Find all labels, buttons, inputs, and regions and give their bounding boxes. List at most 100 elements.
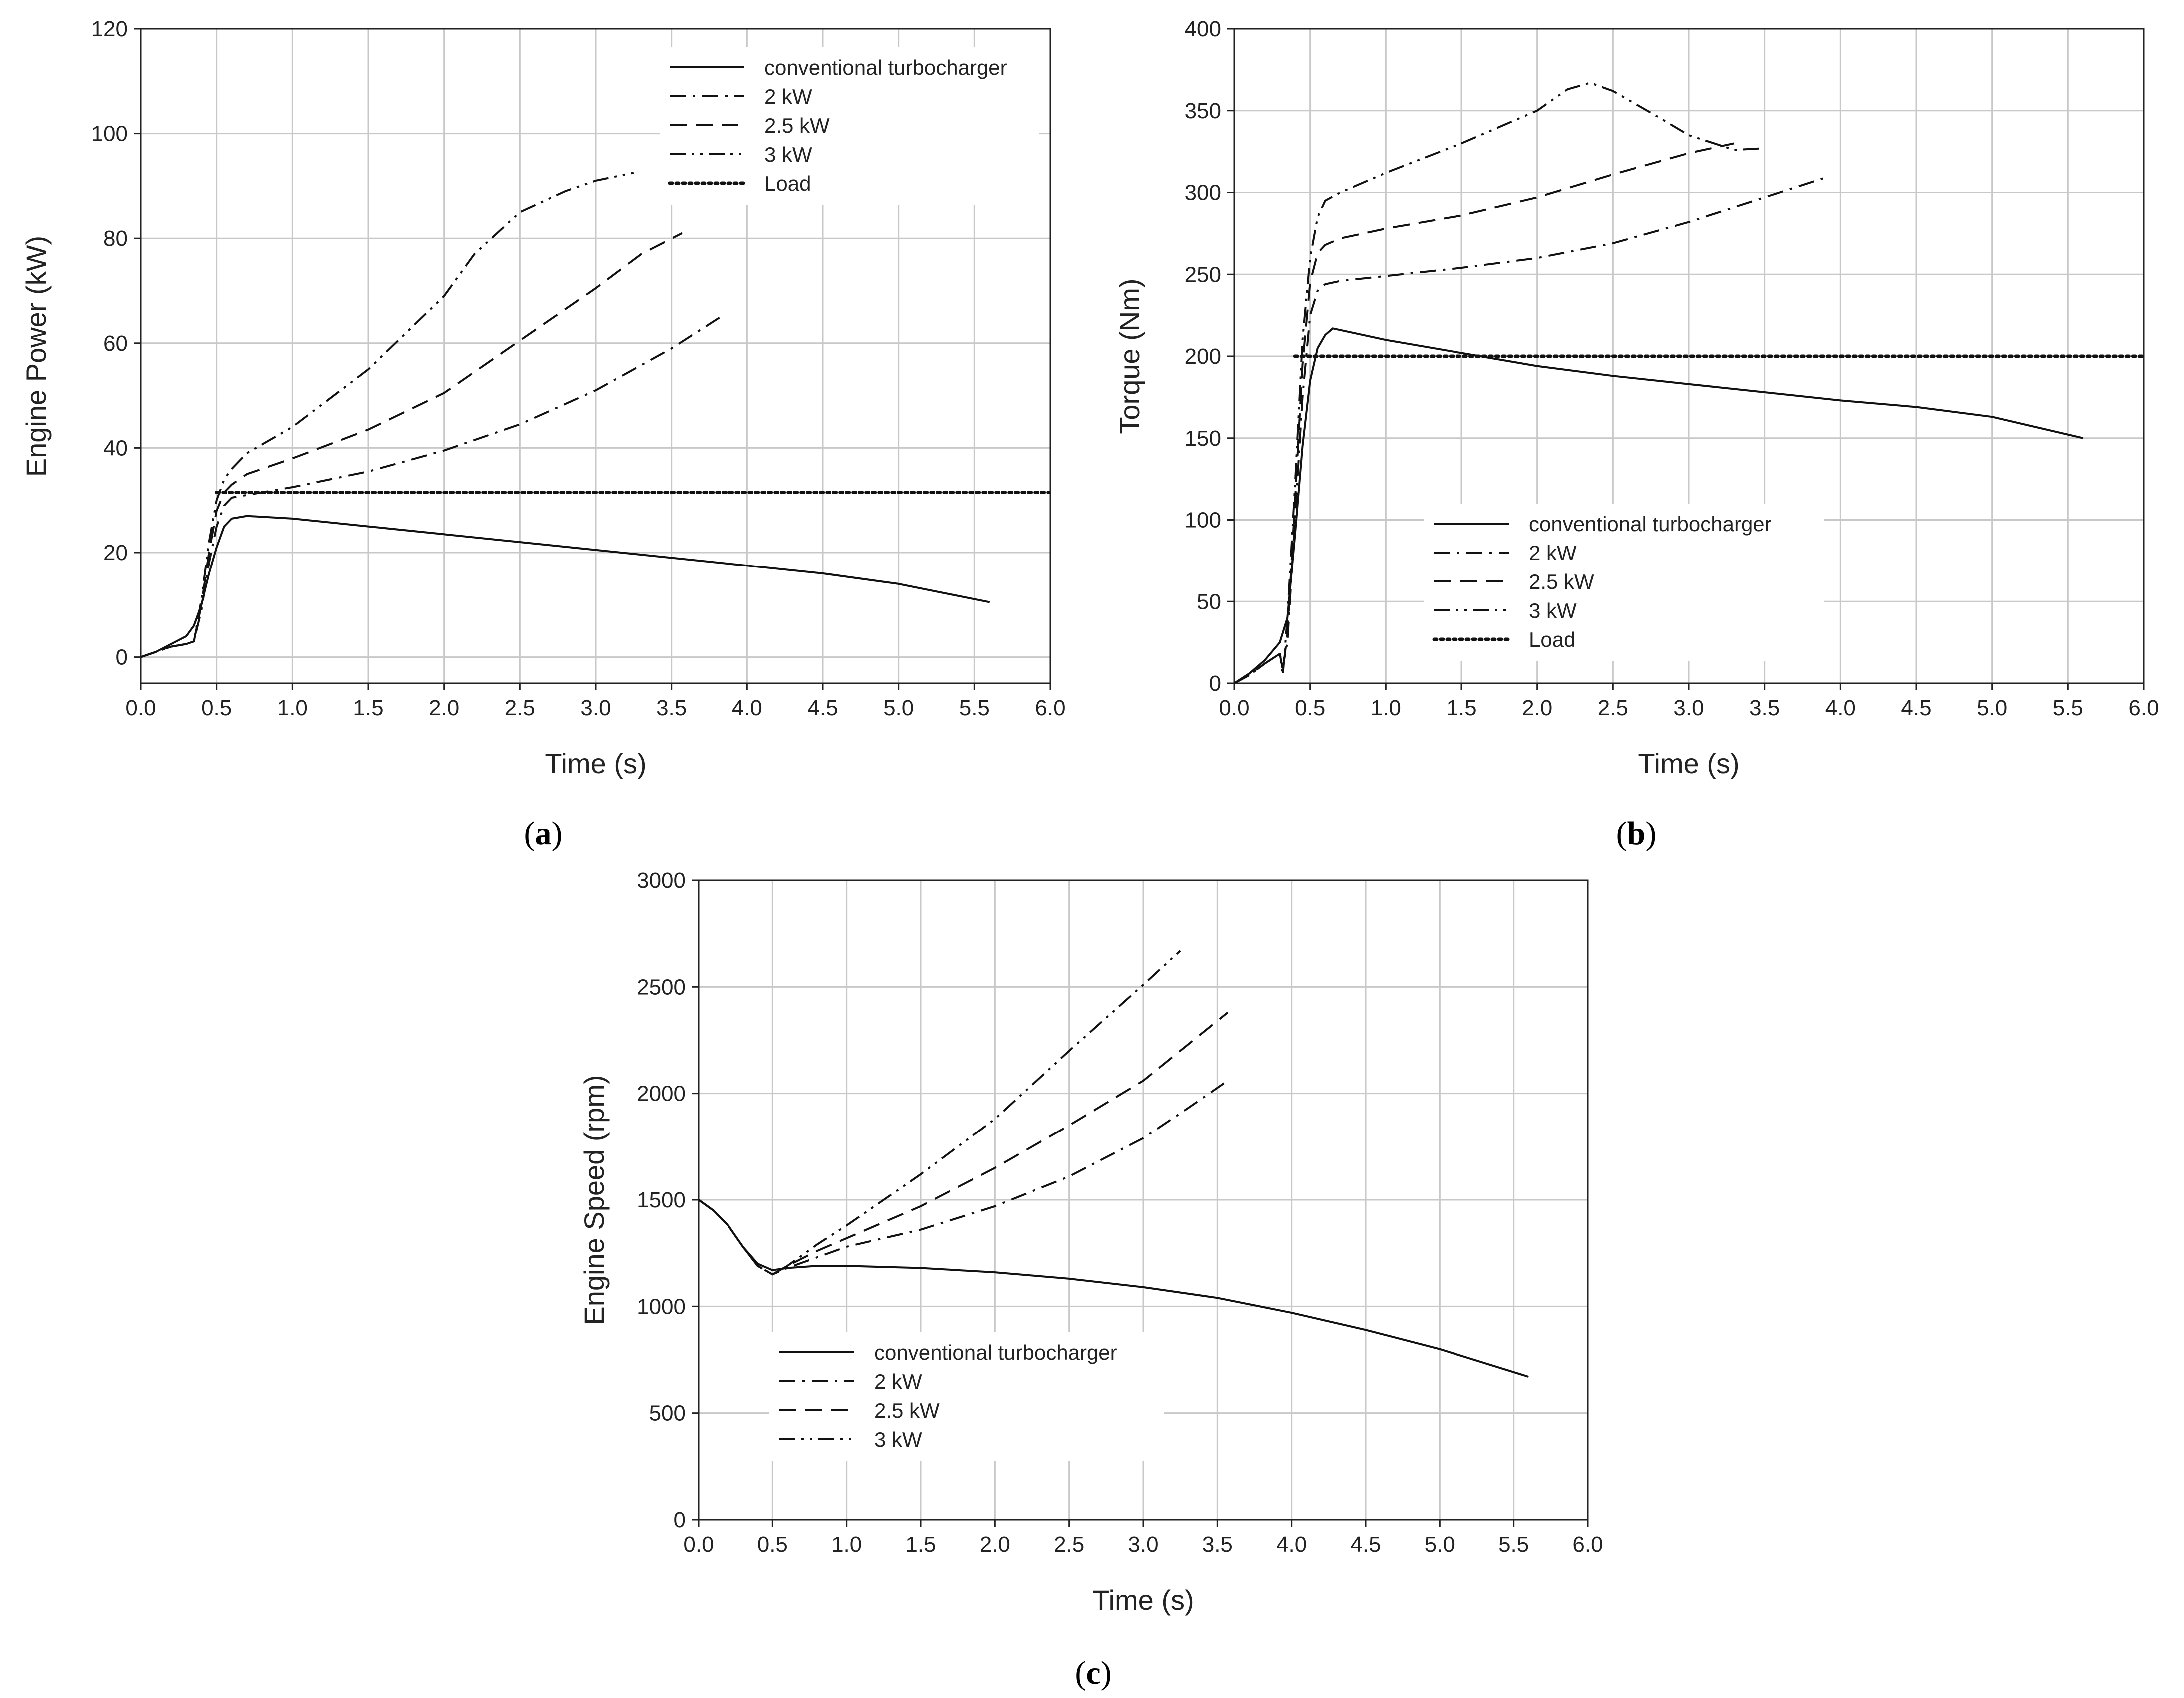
x-tick-label: 5.5	[2053, 696, 2083, 720]
series-line-3-kw	[141, 172, 634, 658]
x-tick-label: 2.0	[980, 1532, 1010, 1557]
series-group	[141, 172, 1050, 658]
x-tick-label: 0.0	[1219, 696, 1249, 720]
y-tick-label: 100	[1185, 508, 1221, 533]
y-axis-title: Engine Speed (rpm)	[578, 1075, 610, 1325]
y-tick-label: 150	[1185, 426, 1221, 451]
x-tick-label: 3.5	[656, 696, 687, 720]
legend-label: 2 kW	[1529, 541, 1577, 565]
x-tick-label: 5.0	[1977, 696, 2007, 720]
x-tick-label: 3.0	[580, 696, 611, 720]
y-tick-label: 350	[1185, 99, 1221, 123]
x-tick-label: 2.5	[505, 696, 535, 720]
series-group	[1234, 82, 2144, 683]
legend-label: 3 kW	[1529, 599, 1577, 622]
legend-label: 2.5 kW	[874, 1399, 940, 1422]
y-tick-label: 1000	[637, 1294, 686, 1319]
y-tick-label: 50	[1197, 589, 1221, 614]
x-tick-label: 0.5	[201, 696, 232, 720]
x-tick-label: 4.5	[807, 696, 838, 720]
y-tick-label: 250	[1185, 262, 1221, 287]
y-tick-label: 3000	[637, 868, 686, 893]
y-tick-label: 2500	[637, 975, 686, 999]
series-line-conventional-turbocharger	[141, 515, 990, 658]
y-tick-label: 2000	[637, 1082, 686, 1106]
x-tick-label: 3.0	[1673, 696, 1704, 720]
panel-caption: (a)	[524, 815, 563, 852]
x-tick-label: 4.5	[1901, 696, 1931, 720]
y-tick-label: 400	[1185, 17, 1221, 41]
legend-label: 2.5 kW	[764, 114, 830, 137]
x-tick-label: 2.0	[429, 696, 459, 720]
x-tick-label: 1.5	[905, 1532, 936, 1557]
series-line-2-kw	[699, 1080, 1229, 1276]
series-line-2-5-kw	[141, 232, 683, 658]
panel-caption: (c)	[1075, 1655, 1111, 1691]
y-tick-label: 0	[674, 1508, 686, 1532]
legend-label: 2 kW	[874, 1370, 922, 1393]
y-tick-label: 20	[103, 541, 128, 565]
x-tick-label: 4.0	[1825, 696, 1856, 720]
x-tick-label: 2.5	[1054, 1532, 1084, 1557]
y-tick-label: 40	[103, 436, 128, 460]
x-tick-label: 1.5	[353, 696, 383, 720]
x-axis-title: Time (s)	[1092, 1584, 1194, 1616]
x-tick-label: 1.5	[1446, 696, 1476, 720]
x-tick-label: 1.0	[831, 1532, 862, 1557]
y-tick-label: 120	[91, 17, 128, 41]
y-tick-label: 80	[103, 226, 128, 251]
y-axis-title: Torque (Nm)	[1114, 278, 1145, 434]
legend-label: Load	[1529, 628, 1575, 651]
x-tick-label: 6.0	[1572, 1532, 1603, 1557]
x-tick-label: 0.5	[757, 1532, 788, 1557]
x-tick-label: 0.0	[125, 696, 156, 720]
y-tick-label: 0	[116, 645, 128, 670]
x-tick-label: 5.5	[1498, 1532, 1529, 1557]
legend-label: 3 kW	[874, 1428, 922, 1451]
legend-label: 2 kW	[764, 85, 812, 108]
x-tick-label: 2.5	[1598, 696, 1628, 720]
chart-panel-c: 0.0 0.5 1.0 1.5 2.0 2.5 3.0 3.5 4.0 4.5 5.0 5.5 6.0 0…	[578, 868, 1603, 1691]
legend-label: conventional turbocharger	[1529, 512, 1772, 536]
series-line-2-kw	[141, 313, 725, 658]
x-tick-label: 6.0	[2128, 696, 2159, 720]
y-tick-label: 60	[103, 331, 128, 356]
legend: conventional turbocharger 2 kW 2.5 kW 3 kW L…	[1424, 504, 1824, 661]
y-tick-label: 100	[91, 122, 128, 146]
legend-background	[769, 1332, 1164, 1461]
legend: conventional turbocharger 2 kW 2.5 kW 3 kW L…	[660, 47, 1039, 205]
legend-label: 3 kW	[764, 143, 812, 166]
series-line-conventional-turbocharger	[1234, 327, 2084, 683]
x-tick-label: 3.5	[1202, 1532, 1233, 1557]
x-tick-label: 5.0	[1425, 1532, 1455, 1557]
y-tick-label: 1500	[637, 1188, 686, 1212]
series-line-3-kw	[699, 950, 1181, 1276]
series-group	[699, 950, 1529, 1378]
chart-panel-a: 0.0 0.5 1.0 1.5 2.0 2.5 3.0 3.5 4.0 4.5 5.0 5.5 6.0 0…	[20, 17, 1066, 852]
x-axis-title: Time (s)	[1638, 748, 1739, 779]
y-tick-label: 200	[1185, 344, 1221, 369]
legend-label: conventional turbocharger	[764, 56, 1007, 79]
panel-caption: (b)	[1616, 815, 1657, 852]
series-line-2-5-kw	[699, 1011, 1229, 1276]
chart-panel-b: 0.0 0.5 1.0 1.5 2.0 2.5 3.0 3.5 4.0 4.5 5.0 5.5 6.0 0…	[1114, 17, 2159, 852]
legend-label: 2.5 kW	[1529, 570, 1594, 593]
legend: conventional turbocharger 2 kW 2.5 kW 3 kW	[769, 1332, 1164, 1461]
x-tick-label: 6.0	[1035, 696, 1065, 720]
x-tick-label: 2.0	[1522, 696, 1552, 720]
x-tick-label: 1.0	[1371, 696, 1401, 720]
x-tick-label: 0.5	[1295, 696, 1325, 720]
x-tick-label: 4.0	[732, 696, 762, 720]
legend-label: conventional turbocharger	[874, 1341, 1117, 1364]
y-axis-title: Engine Power (kW)	[20, 236, 52, 477]
y-tick-label: 300	[1185, 181, 1221, 205]
y-tick-label: 500	[649, 1401, 686, 1426]
x-tick-label: 4.0	[1276, 1532, 1307, 1557]
series-line-2-kw	[1234, 177, 1826, 683]
x-axis-title: Time (s)	[545, 748, 646, 779]
x-tick-label: 3.0	[1128, 1532, 1158, 1557]
x-tick-label: 1.0	[277, 696, 308, 720]
x-tick-label: 3.5	[1749, 696, 1780, 720]
x-tick-label: 5.0	[883, 696, 914, 720]
